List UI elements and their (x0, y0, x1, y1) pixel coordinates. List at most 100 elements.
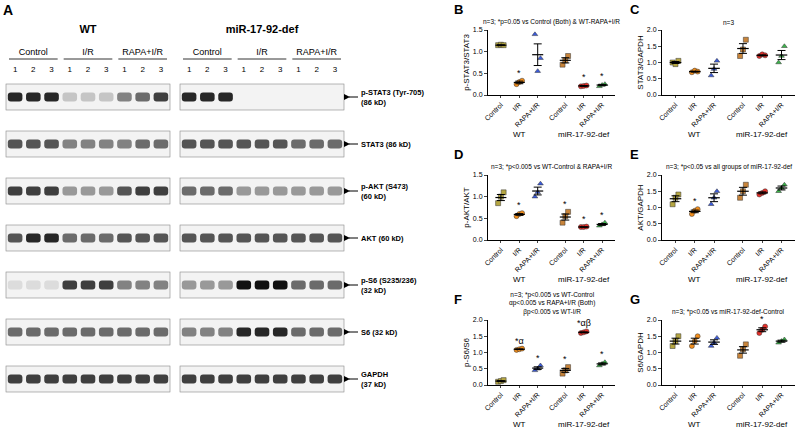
svg-text:RAPA+I/R: RAPA+I/R (296, 47, 337, 57)
svg-text:Control: Control (483, 391, 504, 412)
svg-text:WT: WT (513, 275, 526, 284)
svg-text:0.0: 0.0 (473, 381, 483, 388)
svg-text:Control: Control (19, 47, 48, 57)
svg-text:RAPA+I/R: RAPA+I/R (690, 391, 717, 418)
svg-text:1.5: 1.5 (647, 333, 657, 340)
svg-text:RAPA+I/R: RAPA+I/R (690, 246, 717, 273)
svg-text:*: * (517, 68, 521, 78)
svg-text:RAPA+I/R: RAPA+I/R (514, 246, 541, 273)
svg-text:0.5: 0.5 (647, 75, 657, 82)
svg-text:1.5: 1.5 (473, 26, 483, 33)
svg-text:B: B (454, 2, 463, 17)
svg-text:p-STAT3/STAT3: p-STAT3/STAT3 (462, 34, 471, 91)
svg-text:WT: WT (513, 420, 526, 429)
svg-text:Control: Control (548, 246, 569, 267)
svg-text:RAPA+I/R: RAPA+I/R (757, 391, 784, 418)
svg-text:miR-17-92-def: miR-17-92-def (736, 420, 788, 429)
svg-text:C: C (630, 2, 640, 17)
svg-text:RAPA+I/R: RAPA+I/R (757, 101, 784, 128)
svg-text:Control: Control (548, 101, 569, 122)
svg-text:S6 (32 kD): S6 (32 kD) (361, 328, 398, 337)
svg-text:miR-17-92-def: miR-17-92-def (736, 130, 788, 139)
svg-text:n=3; *p<0.05 vs all groups of: n=3; *p<0.05 vs all groups of miR-17-92-… (666, 163, 792, 171)
svg-text:1.5: 1.5 (473, 171, 483, 178)
svg-text:2: 2 (205, 65, 210, 74)
svg-text:GAPDH: GAPDH (361, 370, 388, 379)
svg-text:Control: Control (658, 391, 679, 412)
svg-text:p-AKT/AKT: p-AKT/AKT (462, 187, 471, 228)
svg-text:Control: Control (725, 101, 746, 122)
svg-text:RAPA+I/R: RAPA+I/R (514, 391, 541, 418)
svg-text:1.0: 1.0 (473, 193, 483, 200)
svg-text:*: * (600, 349, 604, 359)
svg-text:I/R: I/R (576, 246, 587, 257)
svg-text:STAT3 (86 kD): STAT3 (86 kD) (361, 140, 411, 149)
svg-text:1.0: 1.0 (647, 349, 657, 356)
svg-text:2.0: 2.0 (647, 26, 657, 33)
svg-text:G: G (630, 292, 640, 307)
svg-text:AKT (60 kD): AKT (60 kD) (361, 234, 404, 243)
svg-text:0.0: 0.0 (647, 381, 657, 388)
svg-text:1.5: 1.5 (647, 43, 657, 50)
svg-text:0.5: 0.5 (647, 365, 657, 372)
svg-text:*: * (563, 354, 567, 364)
svg-text:2.0: 2.0 (647, 171, 657, 178)
svg-text:3: 3 (278, 65, 283, 74)
svg-text:3: 3 (223, 65, 228, 74)
svg-text:D: D (454, 147, 463, 162)
svg-text:(60 kD): (60 kD) (361, 192, 387, 201)
svg-text:p-AKT (S473): p-AKT (S473) (361, 182, 409, 191)
svg-text:I/R: I/R (511, 391, 522, 402)
svg-text:S6/GAPDH: S6/GAPDH (636, 332, 645, 373)
svg-text:1: 1 (122, 65, 127, 74)
svg-text:3: 3 (333, 65, 338, 74)
svg-text:*: * (760, 314, 764, 324)
svg-text:0.5: 0.5 (473, 70, 483, 77)
svg-text:WT: WT (688, 275, 701, 284)
svg-text:I/R: I/R (687, 391, 698, 402)
svg-text:1.5: 1.5 (647, 188, 657, 195)
svg-text:3: 3 (159, 65, 164, 74)
svg-text:2: 2 (314, 65, 319, 74)
svg-text:RAPA+I/R: RAPA+I/R (578, 101, 605, 128)
svg-text:I/R: I/R (754, 246, 765, 257)
svg-text:RAPA+I/R: RAPA+I/R (514, 101, 541, 128)
svg-text:0.5: 0.5 (473, 365, 483, 372)
svg-text:Control: Control (483, 246, 504, 267)
svg-text:*: * (563, 199, 567, 209)
svg-text:n=3; *p<0.005 vs WT-Controlαp<: n=3; *p<0.005 vs WT-Controlαp<0.005 vs R… (509, 291, 595, 316)
svg-text:n=3: n=3 (723, 19, 734, 26)
svg-text:n=3; *p<0.05 vs miR-17-92-def-: n=3; *p<0.05 vs miR-17-92-def-Control (672, 308, 785, 316)
svg-text:I/R: I/R (256, 47, 268, 57)
svg-text:RAPA+I/R: RAPA+I/R (757, 246, 784, 273)
svg-text:1: 1 (296, 65, 301, 74)
svg-text:miR-17-92-def: miR-17-92-def (558, 275, 610, 284)
svg-text:E: E (630, 147, 639, 162)
svg-text:WT: WT (688, 130, 701, 139)
svg-text:*: * (600, 71, 604, 81)
svg-text:p-S6/S6: p-S6/S6 (462, 337, 471, 366)
svg-text:WT: WT (79, 23, 96, 35)
svg-text:*: * (517, 200, 521, 210)
svg-text:1.0: 1.0 (647, 204, 657, 211)
svg-text:RAPA+I/R: RAPA+I/R (578, 391, 605, 418)
svg-text:Control: Control (483, 101, 504, 122)
svg-text:Control: Control (658, 246, 679, 267)
svg-text:1.0: 1.0 (647, 59, 657, 66)
svg-text:miR-17-92-def: miR-17-92-def (558, 130, 610, 139)
svg-text:1.0: 1.0 (473, 349, 483, 356)
svg-text:RAPA+I/R: RAPA+I/R (578, 246, 605, 273)
svg-text:I/R: I/R (576, 101, 587, 112)
svg-text:1: 1 (242, 65, 247, 74)
svg-text:0.5: 0.5 (473, 215, 483, 222)
svg-text:I/R: I/R (511, 246, 522, 257)
svg-text:I/R: I/R (576, 391, 587, 402)
svg-text:0.0: 0.0 (647, 91, 657, 98)
svg-text:I/R: I/R (754, 391, 765, 402)
svg-text:2.0: 2.0 (647, 316, 657, 323)
svg-text:0.0: 0.0 (473, 236, 483, 243)
svg-text:I/R: I/R (754, 101, 765, 112)
svg-text:*: * (600, 210, 604, 220)
svg-text:n=3; *p=0.05 vs Control (Both): n=3; *p=0.05 vs Control (Both) & WT-RAPA… (483, 18, 620, 26)
svg-text:RAPA+I/R: RAPA+I/R (690, 101, 717, 128)
